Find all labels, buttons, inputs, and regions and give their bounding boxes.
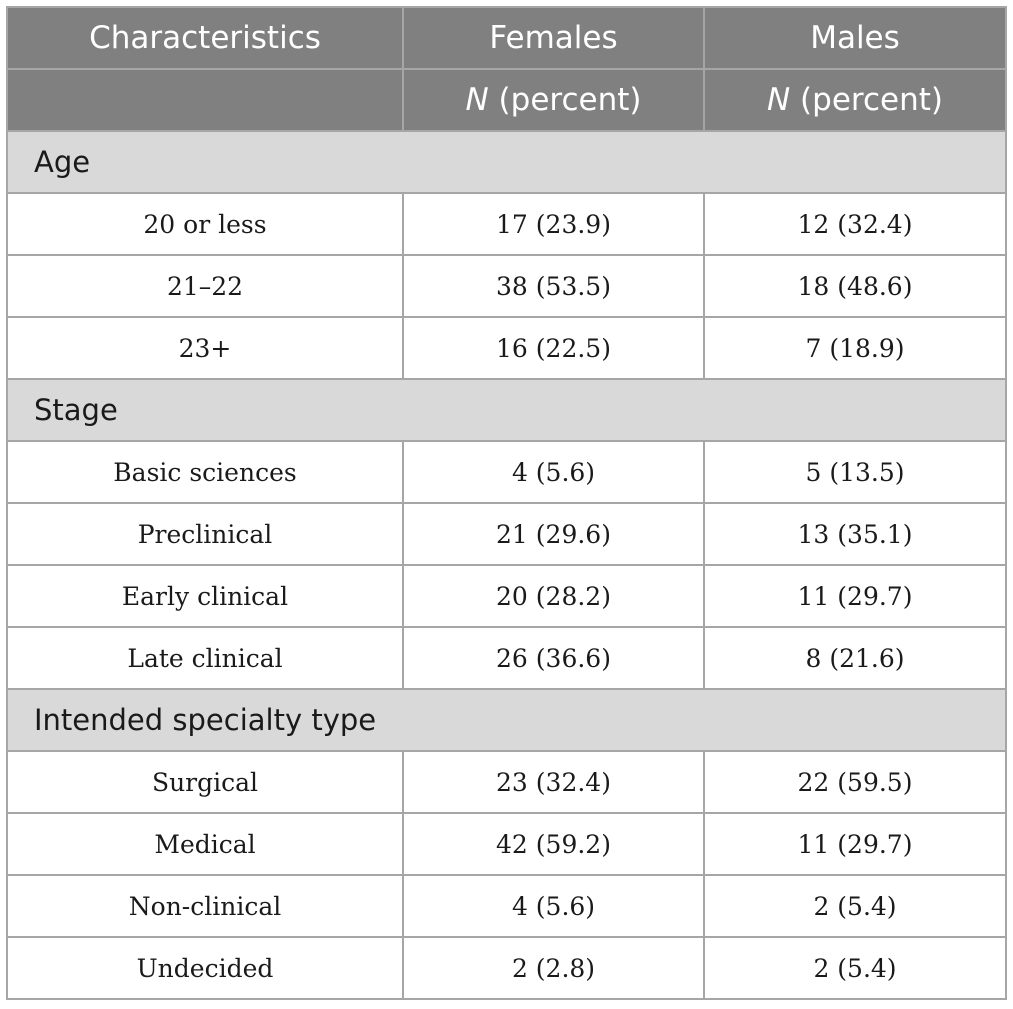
- females-value: 4 (5.6): [402, 874, 705, 938]
- subheader-percent: (percent): [488, 82, 642, 118]
- section-row-age: Age: [6, 130, 1007, 194]
- row-label: Undecided: [6, 936, 404, 1000]
- subheader-row: N (percent) N (percent): [6, 68, 1007, 132]
- header-females: Females: [402, 6, 705, 70]
- females-value: 23 (32.4): [402, 750, 705, 814]
- males-value: 2 (5.4): [703, 874, 1007, 938]
- row-label: 21–22: [6, 254, 404, 318]
- subheader-empty: [6, 68, 404, 132]
- females-value: 42 (59.2): [402, 812, 705, 876]
- table-row: Medical 42 (59.2) 11 (29.7): [6, 812, 1007, 876]
- row-label: Non-clinical: [6, 874, 404, 938]
- subheader-females: N (percent): [402, 68, 705, 132]
- males-value: 12 (32.4): [703, 192, 1007, 256]
- males-value: 13 (35.1): [703, 502, 1007, 566]
- table-row: Non-clinical 4 (5.6) 2 (5.4): [6, 874, 1007, 938]
- table-row: Late clinical 26 (36.6) 8 (21.6): [6, 626, 1007, 690]
- section-row-specialty: Intended specialty type: [6, 688, 1007, 752]
- males-value: 18 (48.6): [703, 254, 1007, 318]
- row-label: Medical: [6, 812, 404, 876]
- section-row-stage: Stage: [6, 378, 1007, 442]
- females-value: 2 (2.8): [402, 936, 705, 1000]
- table-row: Preclinical 21 (29.6) 13 (35.1): [6, 502, 1007, 566]
- table-body: Age 20 or less 17 (23.9) 12 (32.4) 21–22…: [6, 130, 1007, 1000]
- section-label: Stage: [6, 378, 1007, 442]
- table-row: Surgical 23 (32.4) 22 (59.5): [6, 750, 1007, 814]
- row-label: Preclinical: [6, 502, 404, 566]
- table-row: Undecided 2 (2.8) 2 (5.4): [6, 936, 1007, 1000]
- characteristics-table: Characteristics Females Males N (percent…: [6, 6, 1007, 1000]
- row-label: Early clinical: [6, 564, 404, 628]
- females-value: 38 (53.5): [402, 254, 705, 318]
- subheader-n: N: [767, 82, 791, 118]
- table-header: Characteristics Females Males N (percent…: [6, 6, 1007, 132]
- subheader-n: N: [465, 82, 489, 118]
- males-value: 22 (59.5): [703, 750, 1007, 814]
- table-row: 20 or less 17 (23.9) 12 (32.4): [6, 192, 1007, 256]
- section-label: Intended specialty type: [6, 688, 1007, 752]
- subheader-males: N (percent): [703, 68, 1007, 132]
- males-value: 2 (5.4): [703, 936, 1007, 1000]
- females-value: 20 (28.2): [402, 564, 705, 628]
- row-label: 20 or less: [6, 192, 404, 256]
- females-value: 21 (29.6): [402, 502, 705, 566]
- header-row: Characteristics Females Males: [6, 6, 1007, 70]
- row-label: Late clinical: [6, 626, 404, 690]
- females-value: 26 (36.6): [402, 626, 705, 690]
- section-label: Age: [6, 130, 1007, 194]
- females-value: 16 (22.5): [402, 316, 705, 380]
- row-label: 23+: [6, 316, 404, 380]
- table-row: 23+ 16 (22.5) 7 (18.9): [6, 316, 1007, 380]
- females-value: 4 (5.6): [402, 440, 705, 504]
- females-value: 17 (23.9): [402, 192, 705, 256]
- table-row: 21–22 38 (53.5) 18 (48.6): [6, 254, 1007, 318]
- row-label: Basic sciences: [6, 440, 404, 504]
- males-value: 5 (13.5): [703, 440, 1007, 504]
- subheader-percent: (percent): [790, 82, 943, 118]
- table-row: Early clinical 20 (28.2) 11 (29.7): [6, 564, 1007, 628]
- table-container: Characteristics Females Males N (percent…: [6, 6, 1007, 1000]
- males-value: 8 (21.6): [703, 626, 1007, 690]
- header-characteristics: Characteristics: [6, 6, 404, 70]
- table-row: Basic sciences 4 (5.6) 5 (13.5): [6, 440, 1007, 504]
- males-value: 11 (29.7): [703, 812, 1007, 876]
- males-value: 7 (18.9): [703, 316, 1007, 380]
- header-males: Males: [703, 6, 1007, 70]
- males-value: 11 (29.7): [703, 564, 1007, 628]
- row-label: Surgical: [6, 750, 404, 814]
